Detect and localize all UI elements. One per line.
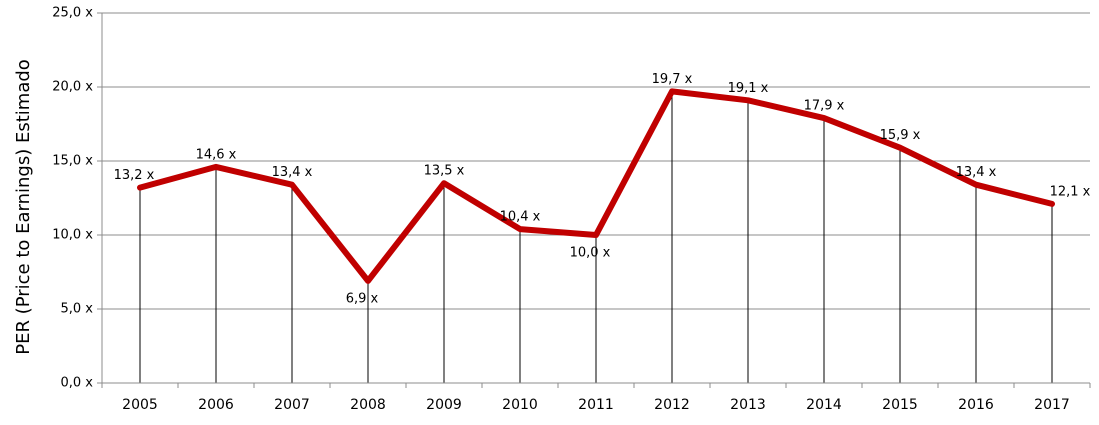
data-label: 15,9 x: [880, 128, 921, 143]
x-tick-label: 2006: [198, 397, 234, 413]
grid-lines: [102, 12, 1090, 310]
x-tick-label: 2008: [350, 397, 386, 413]
data-label: 19,1 x: [728, 81, 769, 96]
x-tick-label: 2007: [274, 397, 310, 413]
y-axis-label: PER (Price to Earnings) Estimado: [13, 59, 34, 355]
data-labels: 13,2 x 14,6 x 13,4 x 6,9 x 13,5 x 10,4 x 10,0 …: [114, 72, 1091, 306]
data-label: 13,5 x: [424, 164, 465, 179]
x-tick-labels: 2005 2006 2007 2008 2009 2010 2011 2012 2013 2014…: [122, 397, 1070, 413]
x-tick-label: 2016: [958, 397, 994, 413]
x-tick-label: 2014: [806, 397, 842, 413]
data-label: 10,4 x: [500, 210, 541, 225]
y-tick-label: 15,0 x: [52, 154, 93, 169]
x-tick-label: 2011: [578, 397, 614, 413]
x-tick-label: 2015: [882, 397, 918, 413]
data-label: 10,0 x: [570, 246, 611, 261]
x-tick-label: 2012: [654, 397, 690, 413]
y-tick-label: 20,0 x: [52, 80, 93, 95]
data-label: 12,1 x: [1050, 184, 1091, 199]
series-polyline: [137, 88, 1055, 284]
y-tick-label: 0,0 x: [61, 376, 94, 391]
drop-lines: [139, 91, 1053, 383]
series-line: [137, 88, 1055, 284]
x-tick-label: 2005: [122, 397, 158, 413]
y-tick-label: 10,0 x: [52, 228, 93, 243]
x-tick-label: 2013: [730, 397, 766, 413]
data-label: 17,9 x: [804, 99, 845, 114]
data-label: 6,9 x: [346, 291, 379, 306]
y-tick-label: 5,0 x: [61, 302, 94, 317]
axes: [97, 12, 1091, 388]
data-label: 13,4 x: [272, 165, 313, 180]
x-tick-label: 2017: [1034, 397, 1070, 413]
x-tick-label: 2009: [426, 397, 462, 413]
y-tick-label: 25,0 x: [52, 6, 93, 21]
data-label: 13,4 x: [956, 165, 997, 180]
data-label: 14,6 x: [196, 147, 237, 162]
y-tick-labels: 0,0 x 5,0 x 10,0 x 15,0 x 20,0 x 25,0 x: [52, 6, 93, 391]
data-label: 13,2 x: [114, 168, 155, 183]
x-tick-label: 2010: [502, 397, 538, 413]
data-label: 19,7 x: [652, 72, 693, 87]
